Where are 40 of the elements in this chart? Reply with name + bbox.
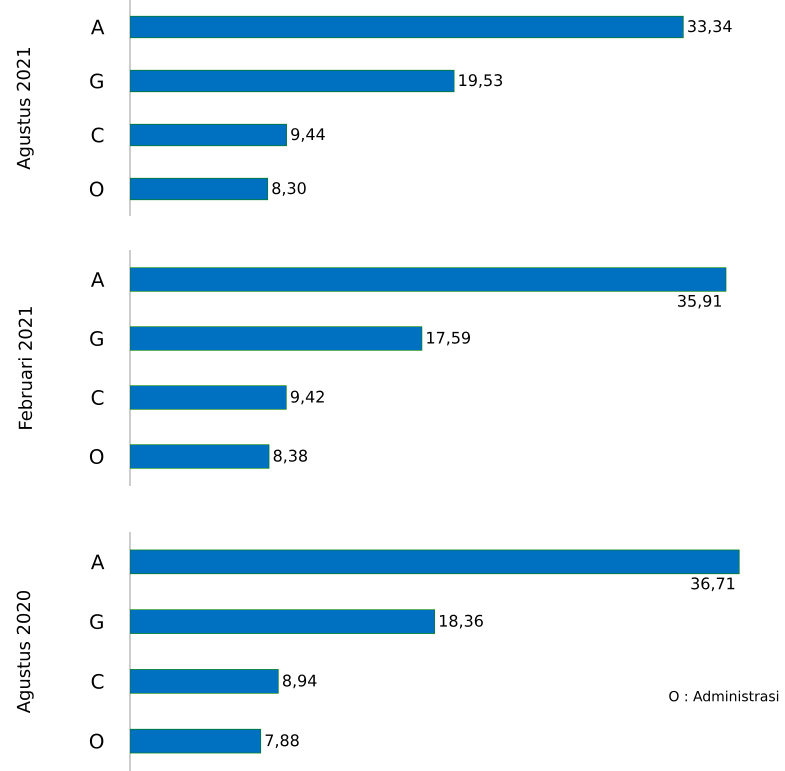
data-label: 9,42 [290, 390, 324, 404]
y-axis-title: Agustus 2021 [16, 48, 34, 170]
y-tick-label: A [91, 554, 104, 570]
bar [130, 326, 422, 351]
data-label: 36,71 [691, 577, 734, 592]
y-tick-label: C [92, 390, 104, 406]
data-label: 9,44 [291, 128, 325, 142]
bar [130, 728, 262, 754]
bar [130, 16, 684, 38]
bar [130, 124, 287, 146]
y-tick-label: A [91, 20, 104, 34]
data-label: 17,59 [427, 332, 470, 346]
y-axis-title: Agustus 2020 [16, 591, 34, 714]
bar [130, 267, 726, 292]
data-label: 8,30 [272, 182, 306, 196]
data-label: 8,38 [274, 450, 308, 464]
y-tick-label: G [90, 73, 103, 89]
y-tick-label: G [90, 330, 103, 346]
y-tick-label: O [90, 734, 104, 749]
y-tick-label: G [90, 614, 103, 630]
bar [130, 609, 436, 634]
bar [130, 550, 740, 574]
bar [130, 178, 268, 200]
data-label: 19,53 [459, 74, 502, 88]
bar [130, 444, 270, 469]
bar [130, 669, 279, 694]
bar [130, 385, 287, 410]
y-tick-label: A [91, 272, 104, 287]
data-label: 7,88 [266, 734, 299, 748]
y-tick-label: C [92, 127, 104, 143]
y-axis-title: Februari 2021 [18, 307, 32, 429]
bar [130, 70, 454, 92]
y-tick-label: O [90, 448, 104, 464]
data-label: 33,34 [688, 20, 732, 34]
y-tick-label: O [90, 181, 104, 197]
y-tick-label: C [92, 674, 104, 689]
annotation: O : Administrasi [669, 690, 778, 702]
data-label: 18,36 [440, 614, 483, 628]
data-label: 35,91 [678, 294, 722, 309]
data-label: 8,94 [282, 674, 316, 688]
